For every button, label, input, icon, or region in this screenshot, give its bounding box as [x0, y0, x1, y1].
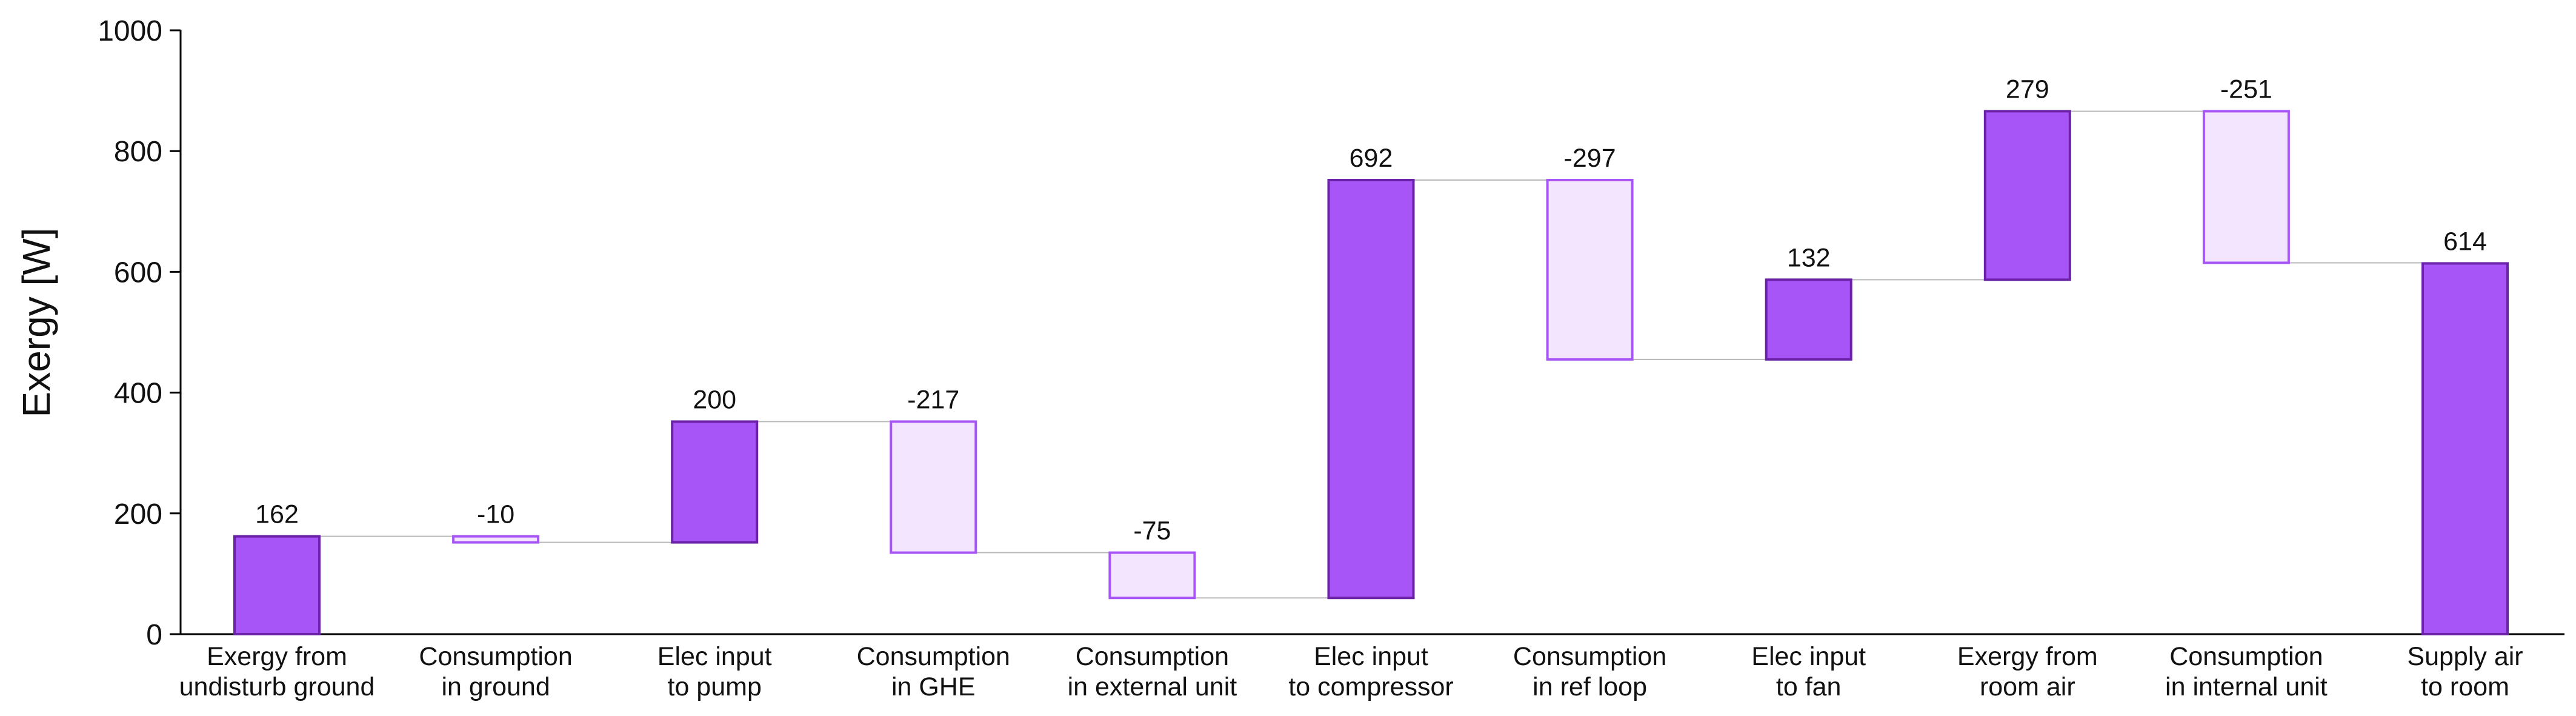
- y-tick-label: 1000: [98, 15, 162, 47]
- x-category-label: Consumption: [857, 642, 1010, 671]
- x-category-label: Consumption: [1513, 642, 1666, 671]
- x-category-label: Supply air: [2407, 642, 2523, 671]
- bar-positive: [1765, 278, 1852, 361]
- bar-positive: [2421, 262, 2509, 635]
- bar-positive: [1327, 179, 1415, 600]
- x-category-label: undisturb ground: [179, 672, 375, 701]
- bar-positive: [233, 535, 321, 636]
- bar-value-label: -217: [907, 385, 959, 414]
- y-axis-label: Exergy [W]: [15, 228, 58, 418]
- bar-negative: [890, 420, 977, 554]
- bar-negative: [2202, 110, 2290, 264]
- bars: [233, 110, 2509, 636]
- x-category-label: Exergy from: [1957, 642, 2098, 671]
- y-tick-label: 800: [114, 136, 162, 168]
- bar-negative: [1108, 551, 1196, 600]
- bar-value-label: -251: [2220, 75, 2272, 104]
- y-tick-label: 0: [146, 619, 162, 651]
- x-category-label: in internal unit: [2165, 672, 2328, 701]
- x-category-label: Elec input: [1751, 642, 1866, 671]
- axes: 0 200 400 600 800 1000: [98, 15, 2564, 651]
- bar-positive: [1983, 110, 2071, 281]
- x-category-label: Consumption: [1076, 642, 1229, 671]
- bar-value-label: 614: [2443, 227, 2487, 256]
- y-axis-title: Exergy [W]: [15, 228, 58, 418]
- x-category-label: to pump: [668, 672, 762, 701]
- connector-lines: [319, 110, 2423, 599]
- x-category-label: in ref loop: [1533, 672, 1647, 701]
- x-category-label: in GHE: [891, 672, 976, 701]
- bar-negative: [1546, 179, 1634, 361]
- value-labels: 162 -10 200 -217 -75 692 -297 132 279 -251 614: [255, 75, 2487, 545]
- x-category-label: Consumption: [2169, 642, 2323, 671]
- bar-negative: [452, 535, 540, 544]
- x-category-label: Consumption: [419, 642, 572, 671]
- bar-value-label: -10: [477, 500, 514, 529]
- bar-value-label: -297: [1564, 144, 1616, 173]
- bar-value-label: 162: [255, 500, 299, 529]
- x-category-label: Exergy from: [207, 642, 347, 671]
- bar-value-label: 692: [1350, 144, 1393, 173]
- bar-value-label: 200: [693, 385, 736, 414]
- x-category-label: Elec input: [1314, 642, 1428, 671]
- x-category-label: in ground: [441, 672, 550, 701]
- bar-value-label: 132: [1787, 243, 1831, 272]
- bar-value-label: 279: [2006, 75, 2049, 104]
- x-category-label: Elec input: [657, 642, 772, 671]
- x-category-label: room air: [1980, 672, 2075, 701]
- bar-value-label: -75: [1133, 517, 1171, 546]
- y-tick-label: 600: [114, 256, 162, 289]
- bar-positive: [671, 420, 759, 544]
- x-category-label: to compressor: [1288, 672, 1453, 701]
- x-category-label: in external unit: [1068, 672, 1237, 701]
- x-category-label: to room: [2421, 672, 2509, 701]
- x-category-label: to fan: [1776, 672, 1842, 701]
- y-tick-label: 400: [114, 378, 162, 410]
- y-tick-label: 200: [114, 498, 162, 530]
